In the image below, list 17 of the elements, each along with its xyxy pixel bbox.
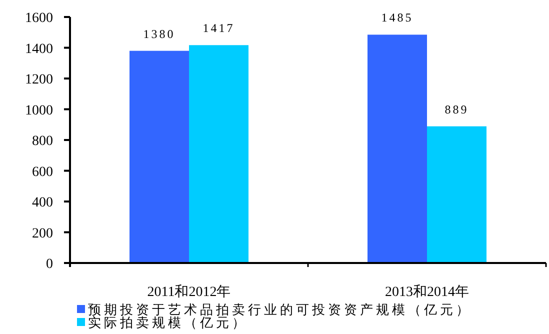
y-tick-label: 1400 <box>25 42 53 57</box>
y-tick-label: 1200 <box>25 72 53 88</box>
y-tick-label: 0 <box>46 257 53 272</box>
y-tick-label: 1600 <box>25 11 53 26</box>
data-label: 1380 <box>143 26 176 41</box>
x-tick-label: 2013和2014年 <box>385 284 469 300</box>
y-tick-label: 400 <box>32 196 53 210</box>
legend-label: 实际拍卖规模（亿元） <box>88 315 248 330</box>
data-label: 889 <box>444 102 469 116</box>
y-tick-label: 200 <box>32 226 53 242</box>
data-label: 1417 <box>202 21 235 36</box>
data-label: 1485 <box>381 10 414 25</box>
legend-label: 预期投资于艺术品拍卖行业的可投资资产规模（亿元） <box>88 302 472 317</box>
y-tick-label: 600 <box>32 164 53 180</box>
y-tick-label: 1000 <box>25 103 53 118</box>
y-tick-label: 800 <box>32 134 53 149</box>
x-tick-label: 2011和2012年 <box>147 284 231 300</box>
